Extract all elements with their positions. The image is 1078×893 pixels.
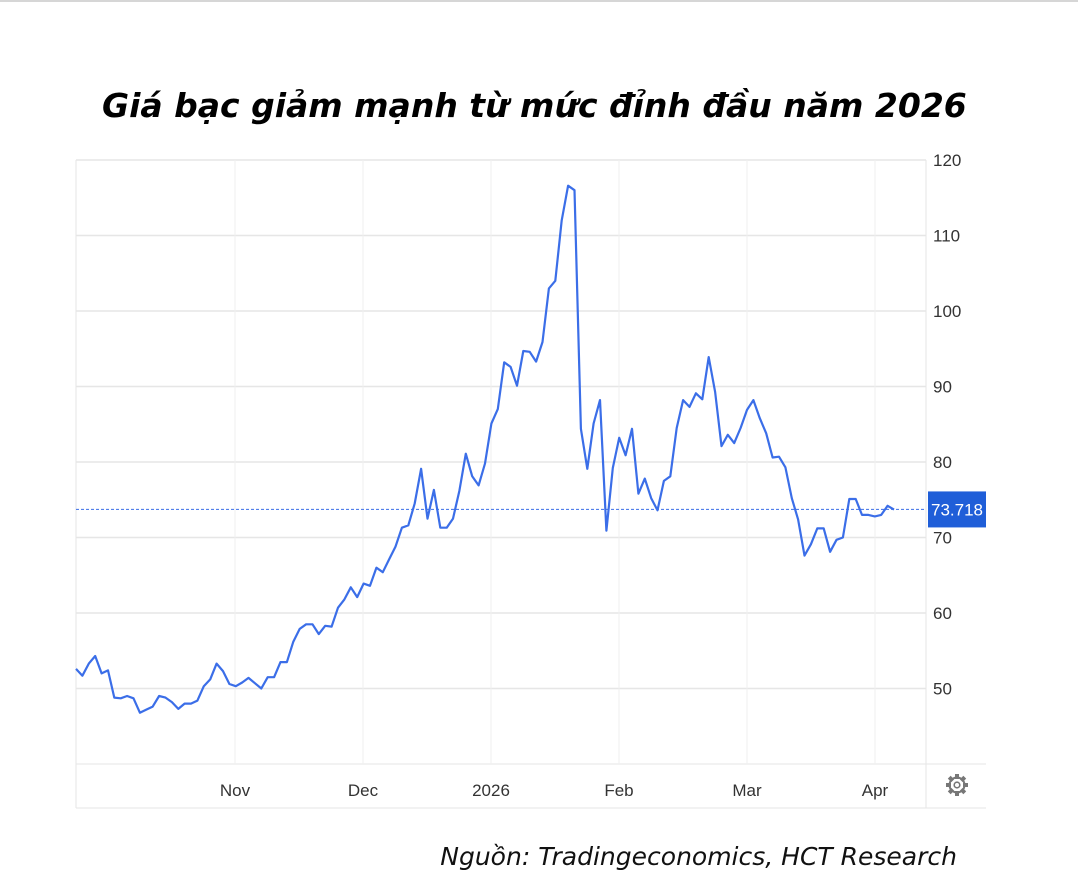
series-layer — [75, 184, 895, 714]
settings-layer[interactable] — [946, 774, 968, 796]
x-tick-label: 2026 — [472, 781, 510, 800]
source-note: Nguồn: Tradingeconomics, HCT Research — [440, 842, 957, 871]
x-tick-label: Dec — [348, 781, 379, 800]
y-tick-label: 50 — [933, 680, 952, 699]
last-value-layer: 73.718 — [76, 491, 986, 528]
last-value-label: 73.718 — [931, 500, 983, 519]
x-tick-label: Mar — [732, 781, 762, 800]
axes: 50 60 70 80 90 100 110 120 Nov Dec 2026 Feb Mar Apr — [220, 151, 961, 800]
x-tick-label: Apr — [862, 781, 889, 800]
y-tick-label: 70 — [933, 529, 952, 548]
silver-price-line — [75, 184, 895, 714]
grid — [75, 159, 986, 809]
y-tick-label: 90 — [933, 378, 952, 397]
x-tick-label: Feb — [604, 781, 633, 800]
y-tick-label: 80 — [933, 453, 952, 472]
chart-title: Giá bạc giảm mạnh từ mức đỉnh đầu năm 20… — [102, 86, 967, 125]
y-tick-label: 110 — [933, 227, 960, 246]
last-value-badge — [928, 491, 986, 528]
y-tick-label: 60 — [933, 604, 952, 623]
top-divider — [0, 0, 1078, 2]
y-tick-label: 120 — [933, 151, 961, 170]
gear-icon[interactable] — [946, 774, 968, 796]
x-tick-label: Nov — [220, 781, 251, 800]
y-tick-label: 100 — [933, 302, 961, 321]
